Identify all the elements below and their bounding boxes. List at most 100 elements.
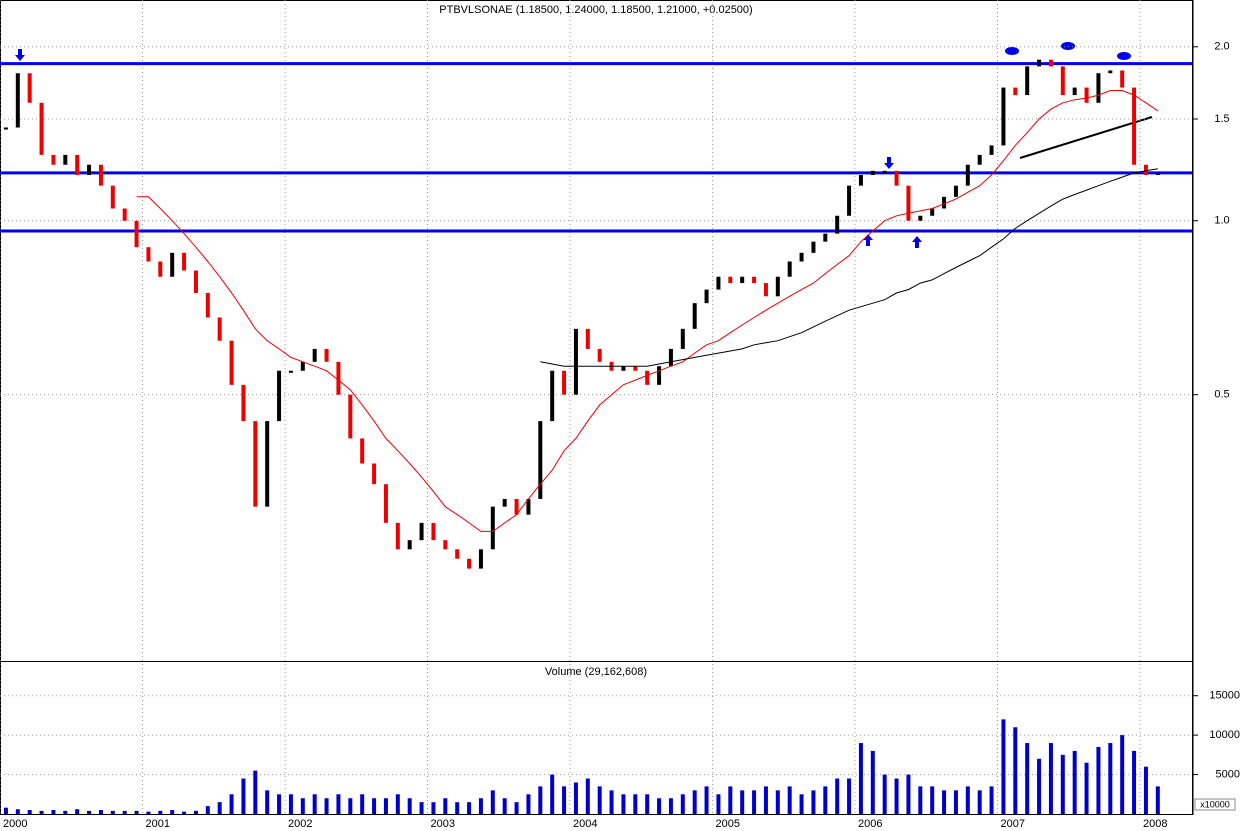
volume-bar [763,786,768,814]
volume-bar [740,790,745,814]
x-tick-label: 2005 [716,818,740,830]
volume-bar [823,786,828,814]
volume-bar [229,794,234,814]
chart-title: PTBVLSONAE (1.18500, 1.24000, 1.18500, 1… [439,4,752,16]
y-tick-label: 0.5 [1214,389,1229,401]
volume-bar [360,794,365,814]
volume-bar [502,798,507,814]
price-bar [704,289,709,304]
price-bar [799,252,804,262]
down-arrow [884,157,894,169]
price-bar [75,154,80,175]
price-bar [110,185,115,209]
price-bar [217,317,222,341]
volume-bar [39,810,44,814]
volume-bar [811,790,816,814]
volume-bar [253,770,258,814]
volume-bar [1096,746,1101,814]
volume-bar [906,774,911,814]
volume-bar [383,798,388,814]
volume-bar [1025,743,1030,814]
volume-bar [419,802,424,814]
volume-bar [799,794,804,814]
price-bar [930,208,935,216]
price-bar [1096,73,1101,103]
volume-bar [1048,743,1053,814]
volume-bar [621,794,626,814]
price-bar [1108,70,1113,74]
volume-bar [526,794,531,814]
volume-bar [633,794,638,814]
moving-average [540,168,1158,367]
volume-bar [348,798,353,814]
price-bar [1155,172,1160,175]
volume-bar [336,794,341,814]
price-bar [657,366,662,385]
volume-bar [431,802,436,814]
price-bar [716,276,721,290]
volume-bar [894,778,899,814]
price-bar [858,174,863,186]
price-bar [193,270,198,293]
volume-bar [930,786,935,814]
volume-bar [953,790,958,814]
price-bar [134,220,139,248]
frame [0,0,1193,815]
price-bar [633,366,638,371]
x-tick-label: 2007 [1001,818,1025,830]
price-bar [585,328,590,349]
price-bar [27,73,32,103]
price-bar [182,252,187,271]
price-bar [98,164,103,186]
y-tick-label: 1.5 [1214,113,1229,125]
y-tick-label: 10000 [1209,729,1240,741]
volume-bar [752,790,757,814]
volume-bar [1132,750,1137,814]
price-bar [680,328,685,349]
price-bar [787,261,792,277]
x-tick-label: 2008 [1143,818,1167,830]
price-bar [953,185,958,197]
price-bar [668,348,673,367]
price-bar [490,506,495,550]
volume-bar [478,798,483,814]
price-bar [324,348,329,362]
volume-bar [704,786,709,814]
price-bar [39,102,44,155]
volume-bar [217,802,222,814]
volume-bar [146,811,151,814]
price-bar [265,421,270,507]
volume-bar [312,794,317,814]
volume-bar [870,750,875,814]
volume-bar [680,794,685,814]
price-bar [158,261,163,277]
price-bar [1143,164,1148,175]
volume-bar [1013,727,1018,814]
volume-bar [443,798,448,814]
price-bar [989,145,994,155]
price-bar [419,522,424,541]
volume-bar [514,802,519,814]
volume-bar [989,786,994,814]
volume-bar [467,802,472,814]
price-bar [455,549,460,559]
volume-bar [265,790,270,814]
price-bar [763,283,768,297]
price-bar [502,498,507,507]
price-bar [965,164,970,186]
volume-bar [15,809,20,814]
price-bar [882,170,887,173]
x-tick-label: 2006 [858,818,882,830]
price-bar [170,252,175,277]
volume-bar [538,786,543,814]
price-bar [63,154,68,165]
price-bar [336,361,341,395]
volume-bar [51,810,56,814]
volume-bar [692,790,697,814]
price-bar [977,154,982,165]
y-tick-label: 2.0 [1214,41,1229,53]
price-bar [692,303,697,329]
volume-bar [277,794,282,814]
price-bar [835,215,840,234]
